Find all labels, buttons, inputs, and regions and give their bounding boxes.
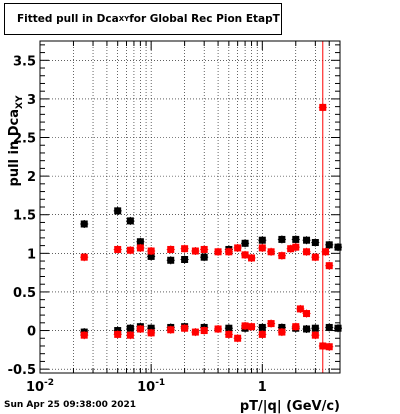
data-marker xyxy=(214,325,222,333)
data-marker xyxy=(278,252,286,260)
data-marker xyxy=(167,256,175,264)
chart-title: Fitted pull in Dca XY for Global Rec Pion… xyxy=(4,3,282,35)
x-tick-label: 10-2 xyxy=(26,378,54,395)
title-main: Fitted pull in Dca xyxy=(17,13,119,25)
data-marker xyxy=(147,252,155,260)
data-marker xyxy=(278,323,286,331)
timestamp: Sun Apr 25 09:38:00 2021 xyxy=(4,400,137,410)
data-marker xyxy=(234,334,242,342)
data-marker xyxy=(136,238,144,246)
data-marker xyxy=(200,327,208,335)
data-marker xyxy=(321,248,329,256)
data-marker xyxy=(248,323,256,331)
data-marker xyxy=(126,217,134,225)
y-tick-label: -0.5 xyxy=(8,363,36,378)
x-axis-label: pT/|q| (GeV/c) xyxy=(240,399,340,414)
data-marker xyxy=(225,324,233,332)
data-marker xyxy=(334,324,342,332)
data-marker xyxy=(292,323,300,331)
data-marker xyxy=(80,331,88,339)
data-marker xyxy=(234,244,242,252)
y-tick-label: 0.5 xyxy=(13,286,36,301)
data-marker xyxy=(248,254,256,262)
y-tick-label: 2.5 xyxy=(13,132,36,147)
data-marker xyxy=(147,247,155,255)
data-marker xyxy=(191,328,199,336)
data-marker xyxy=(200,245,208,253)
data-marker xyxy=(287,245,295,253)
y-axis-label: pull in DcaXY xyxy=(7,95,25,186)
data-marker xyxy=(311,239,319,247)
data-marker xyxy=(325,343,333,351)
data-marker xyxy=(225,248,233,256)
data-marker xyxy=(325,241,333,249)
y-tick-label: 3 xyxy=(27,93,36,108)
data-marker xyxy=(325,262,333,270)
title-sub: XY xyxy=(118,15,130,23)
title-rest: for Global Rec Pion EtapT xyxy=(129,13,280,25)
data-marker xyxy=(296,305,304,313)
grid xyxy=(40,41,340,373)
data-marker xyxy=(126,246,134,254)
data-marker xyxy=(80,253,88,261)
data-marker xyxy=(136,325,144,333)
y-tick-label: 1.5 xyxy=(13,209,36,224)
data-marker xyxy=(214,248,222,256)
data-marker xyxy=(241,322,249,330)
data-marker xyxy=(258,236,266,244)
data-marker xyxy=(303,310,311,318)
data-marker xyxy=(292,243,300,251)
data-marker xyxy=(147,324,155,332)
data-marker xyxy=(136,244,144,252)
data-marker xyxy=(167,245,175,253)
data-marker xyxy=(200,253,208,261)
data-marker xyxy=(303,248,311,256)
data-marker xyxy=(267,248,275,256)
data-marker xyxy=(225,330,233,338)
data-marker xyxy=(303,236,311,244)
data-points xyxy=(80,41,343,373)
data-marker xyxy=(181,245,189,253)
data-marker xyxy=(181,324,189,332)
data-marker xyxy=(258,323,266,331)
y-tick-label: 2 xyxy=(27,170,36,185)
data-marker xyxy=(147,329,155,337)
data-marker xyxy=(292,235,300,243)
data-marker xyxy=(126,331,134,339)
data-marker xyxy=(267,320,275,328)
data-marker xyxy=(191,247,199,255)
data-marker xyxy=(114,330,122,338)
data-marker xyxy=(241,239,249,247)
x-tick-label: 10-1 xyxy=(137,378,165,395)
data-marker xyxy=(278,235,286,243)
data-marker xyxy=(114,207,122,215)
data-marker xyxy=(311,324,319,332)
data-marker xyxy=(311,253,319,261)
data-marker xyxy=(114,245,122,253)
data-marker xyxy=(80,220,88,228)
axes: -0.5 0 0.5 1 1.5 2 2.5 3 3.5 10-2 10-1 1 xyxy=(8,41,341,395)
data-marker xyxy=(258,244,266,252)
data-marker xyxy=(325,323,333,331)
data-marker xyxy=(278,328,286,336)
x-tick-label: 1 xyxy=(258,380,267,395)
y-tick-label: 1 xyxy=(27,247,36,262)
data-marker xyxy=(126,324,134,332)
data-marker xyxy=(181,256,189,264)
data-marker xyxy=(241,251,249,259)
data-marker xyxy=(258,330,266,338)
data-marker xyxy=(334,243,342,251)
y-tick-label: 0 xyxy=(27,325,36,340)
y-tick-label: 3.5 xyxy=(13,54,36,69)
data-marker xyxy=(167,326,175,334)
data-marker xyxy=(303,325,311,333)
data-marker xyxy=(311,331,319,339)
